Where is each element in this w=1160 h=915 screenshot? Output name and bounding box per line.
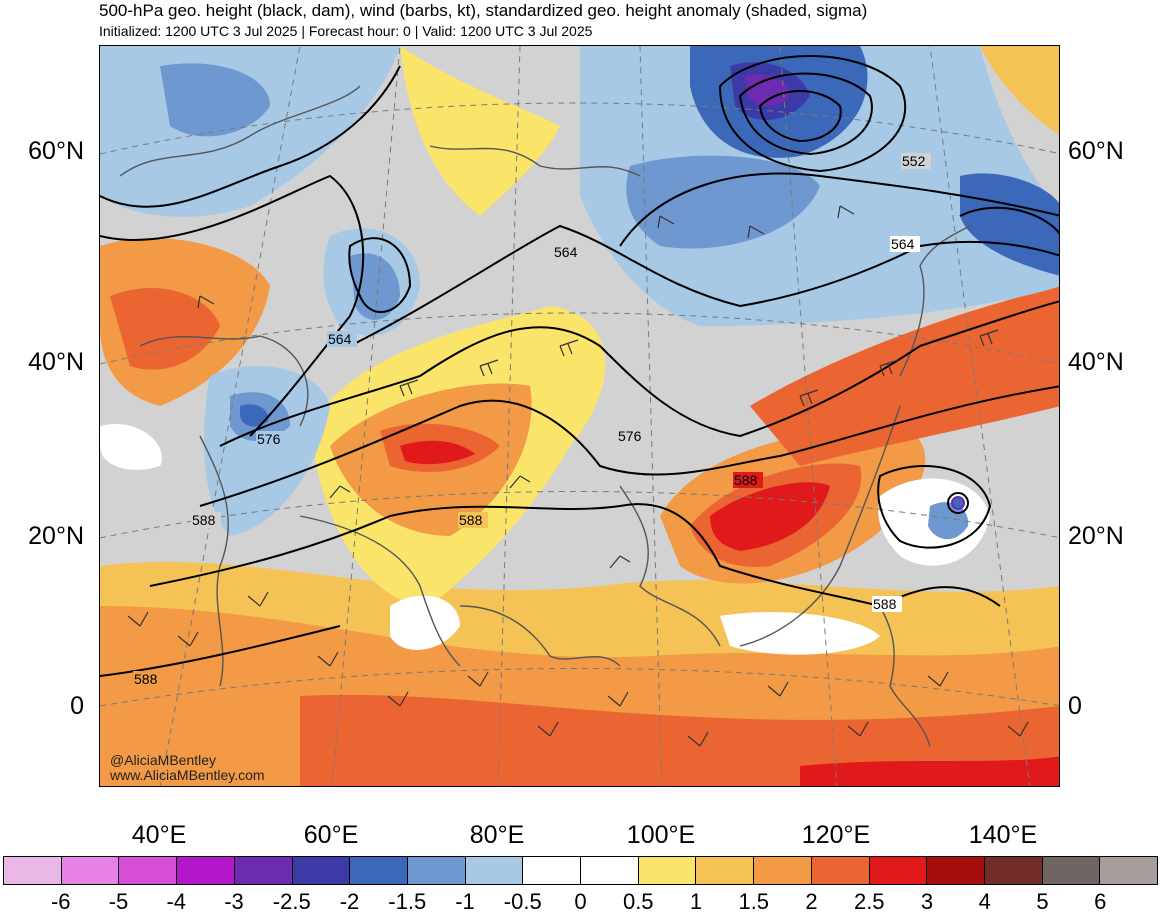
- colorbar-label: 0: [574, 889, 587, 914]
- contour-label: 564: [554, 244, 578, 260]
- lon-label-100e: 100°E: [626, 821, 696, 849]
- colorbar-label: -4: [166, 889, 187, 914]
- lon-label-140e: 140°E: [968, 821, 1038, 849]
- colorbar-segment: [407, 857, 466, 884]
- colorbar-label: -3: [224, 889, 244, 914]
- colorbar-label: -0.5: [503, 889, 542, 914]
- lat-label-60n-right: 60°N: [1068, 137, 1124, 165]
- contour-label: 588: [134, 671, 158, 687]
- anomaly-neutral-med: [100, 424, 162, 470]
- lat-label-40n-left: 40°N: [28, 348, 84, 376]
- anomaly-tibet-peak: [400, 440, 475, 465]
- lat-label-0-left: 0: [70, 692, 84, 720]
- colorbar-segment: [869, 857, 928, 884]
- colorbar-segment: [350, 857, 408, 884]
- anomaly-europe-core: [110, 287, 220, 370]
- anomaly-siberia-yellow: [400, 46, 560, 216]
- contour-label: 552: [902, 153, 926, 169]
- credit-handle: @AliciaMBentley: [110, 752, 217, 768]
- colorbar-segment: [4, 857, 62, 884]
- colorbar-segment: [61, 857, 120, 884]
- colorbar-label: -2: [339, 889, 360, 914]
- contour-label: 564: [328, 331, 352, 347]
- lon-label-120e: 120°E: [801, 821, 871, 849]
- colorbar-segment: [119, 857, 178, 884]
- colorbar-segment: [984, 857, 1043, 884]
- colorbar-label: -1.5: [388, 889, 427, 914]
- anomaly-scandinavia-core: [160, 63, 270, 137]
- contour-label: 588: [734, 472, 758, 488]
- map-panel: 552 564 564 564 576 576 588 588 588 588 …: [99, 45, 1060, 787]
- map-canvas: 552 564 564 564 576 576 588 588 588 588 …: [100, 46, 1059, 786]
- colorbar-segment: [1100, 857, 1158, 884]
- colorbar-label: 5: [1036, 889, 1049, 914]
- colorbar-label: 1: [689, 889, 703, 914]
- anomaly-caspian-peak: [240, 404, 269, 427]
- wind-barbs: [127, 205, 1029, 747]
- contour-label: 588: [459, 512, 483, 528]
- anomaly-arctic-low-peak: [745, 74, 790, 107]
- lat-label-0-right: 0: [1068, 692, 1082, 720]
- colorbar-segment: [1042, 857, 1101, 884]
- typhoon-center: [951, 496, 965, 510]
- colorbar-segment: [523, 857, 582, 884]
- lat-label-20n-left: 20°N: [28, 522, 84, 550]
- colorbar-segment: [638, 857, 697, 884]
- colorbar-label: 2: [805, 889, 818, 914]
- map-subtitle: Initialized: 1200 UTC 3 Jul 2025 | Forec…: [99, 23, 593, 39]
- colorbar-label: 3: [920, 889, 934, 914]
- contour-label: 576: [257, 431, 281, 447]
- contour-labels: 552 564 564 564 576 576 588 588 588 588 …: [133, 153, 931, 687]
- colorbar-segment: [292, 857, 351, 884]
- anomaly-arctic-orange: [980, 46, 1059, 135]
- colorbar-segment: [581, 857, 639, 884]
- lon-label-80e: 80°E: [469, 821, 525, 849]
- colorbar-segment: [754, 857, 812, 884]
- anomaly-east-siberia-core: [626, 155, 820, 249]
- colorbar-label: -2.5: [272, 889, 311, 914]
- colorbar-segment: [811, 857, 870, 884]
- contour-label: 564: [891, 236, 915, 252]
- colorbar-segment: [465, 857, 524, 884]
- lat-label-20n-right: 20°N: [1068, 522, 1124, 550]
- colorbar-segment: [234, 857, 293, 884]
- lat-label-40n-right: 40°N: [1068, 348, 1124, 376]
- lat-label-60n-left: 60°N: [28, 137, 84, 165]
- colorbar-label: 6: [1094, 889, 1107, 914]
- colorbar-label: 4: [978, 889, 991, 914]
- colorbar-segment: [927, 857, 985, 884]
- colorbar-label: -5: [108, 889, 129, 914]
- colorbar-label: 0.5: [622, 889, 654, 914]
- anomaly-china-peak: [710, 482, 830, 551]
- credit-site: www.AliciaMBentley.com: [110, 767, 265, 783]
- anomaly-northeast-band: [750, 286, 1059, 466]
- contour-label: 576: [618, 428, 642, 444]
- contour-label: 588: [873, 596, 897, 612]
- colorbar-label: 1.5: [738, 889, 770, 914]
- anomaly-neutral-scs: [720, 612, 880, 655]
- colorbar: [3, 856, 1158, 885]
- colorbar-segment: [177, 857, 235, 884]
- colorbar-label: 2.5: [853, 889, 885, 914]
- coastlines: [119, 85, 971, 747]
- anomaly-warm-band-4: [800, 756, 1059, 786]
- anomaly-neutral-india: [390, 595, 460, 650]
- colorbar-label: -6: [50, 889, 71, 914]
- contour-label: 588: [192, 512, 216, 528]
- colorbar-label: -1: [455, 889, 475, 914]
- anomaly-typhoon: [928, 502, 969, 540]
- map-title: 500-hPa geo. height (black, dam), wind (…: [99, 1, 868, 20]
- graticule: [100, 46, 1059, 786]
- lon-label-40e: 40°E: [131, 821, 187, 849]
- lon-label-60e: 60°E: [303, 821, 359, 849]
- colorbar-segment: [696, 857, 755, 884]
